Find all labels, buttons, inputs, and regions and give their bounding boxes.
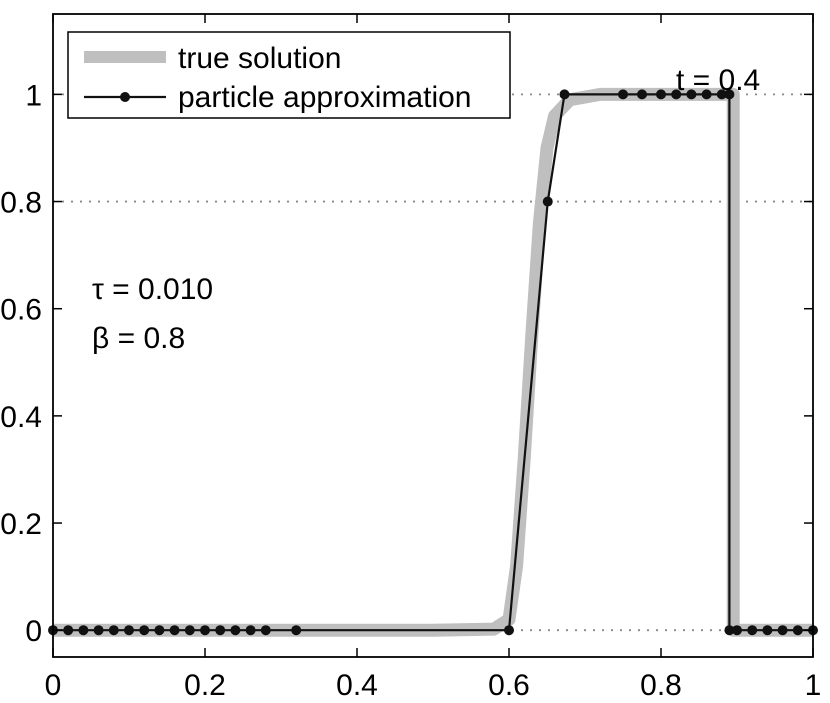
particle-marker (260, 625, 271, 636)
particle-marker (139, 625, 150, 636)
true-solution-line (53, 87, 813, 637)
particle-approximation-line (53, 93, 813, 632)
legend-particle-swatch-marker (120, 92, 130, 102)
particle-marker (108, 625, 119, 636)
legend-particle-label: particle approximation (178, 81, 471, 114)
y-tick-label: 0.2 (0, 508, 42, 541)
particle-marker (542, 196, 553, 207)
particle-marker (200, 625, 210, 636)
particle-marker (724, 89, 735, 100)
x-tick-label: 0 (45, 669, 62, 698)
particle-marker (291, 625, 302, 636)
legend-box (67, 31, 511, 119)
particle-marker (792, 625, 803, 636)
particle-marker (686, 89, 697, 100)
particle-marker (154, 625, 165, 636)
y-tick-label: 0.8 (0, 187, 42, 220)
x-tick-label: 0.2 (184, 669, 226, 698)
x-tick-label: 0.6 (488, 669, 530, 698)
series-layer (48, 87, 818, 637)
x-tick-label: 0.4 (336, 669, 378, 698)
particle-marker (777, 625, 788, 636)
beta-annotation: β = 0.8 (92, 322, 185, 355)
particle-marker (716, 89, 727, 100)
particle-marker (215, 625, 226, 636)
particle-marker (559, 89, 570, 100)
particle-marker (701, 89, 712, 100)
labels-layer: 0 0.2 0.4 0.6 0.8 1 0 0.2 0.4 0.6 0.8 1 (0, 79, 822, 702)
particle-marker (169, 625, 180, 636)
legend-true-solution-label: true solution (178, 42, 341, 75)
particle-marker (747, 625, 758, 636)
particle-marker (78, 625, 89, 636)
y-tick-label: 0 (25, 615, 42, 648)
particle-marker (63, 625, 74, 636)
particle-marker (732, 625, 742, 636)
particle-marker (671, 89, 682, 100)
x-tick-label: 0.8 (640, 669, 682, 698)
particle-marker (230, 625, 241, 636)
particle-marker (93, 625, 104, 636)
tau-annotation: τ = 0.010 (92, 273, 213, 306)
particle-marker (245, 625, 256, 636)
particle-marker (618, 89, 628, 100)
particle-marker (724, 625, 735, 636)
axes-layer (52, 13, 814, 658)
y-tick-label: 0.4 (0, 401, 42, 434)
particle-marker (184, 625, 195, 636)
x-tick-label: 1 (805, 669, 822, 698)
plot-frame (52, 13, 814, 658)
particle-marker (637, 89, 647, 100)
grid-layer (53, 93, 813, 632)
particle-marker (504, 625, 514, 636)
y-tick-label: 0.6 (0, 294, 42, 327)
y-tick-label: 1 (25, 79, 42, 112)
particle-marker (124, 625, 134, 636)
time-annotation: t = 0.4 (676, 64, 760, 97)
legend: true solution particle approximation (67, 31, 511, 119)
particle-marker (762, 625, 773, 636)
particle-marker (656, 89, 666, 100)
